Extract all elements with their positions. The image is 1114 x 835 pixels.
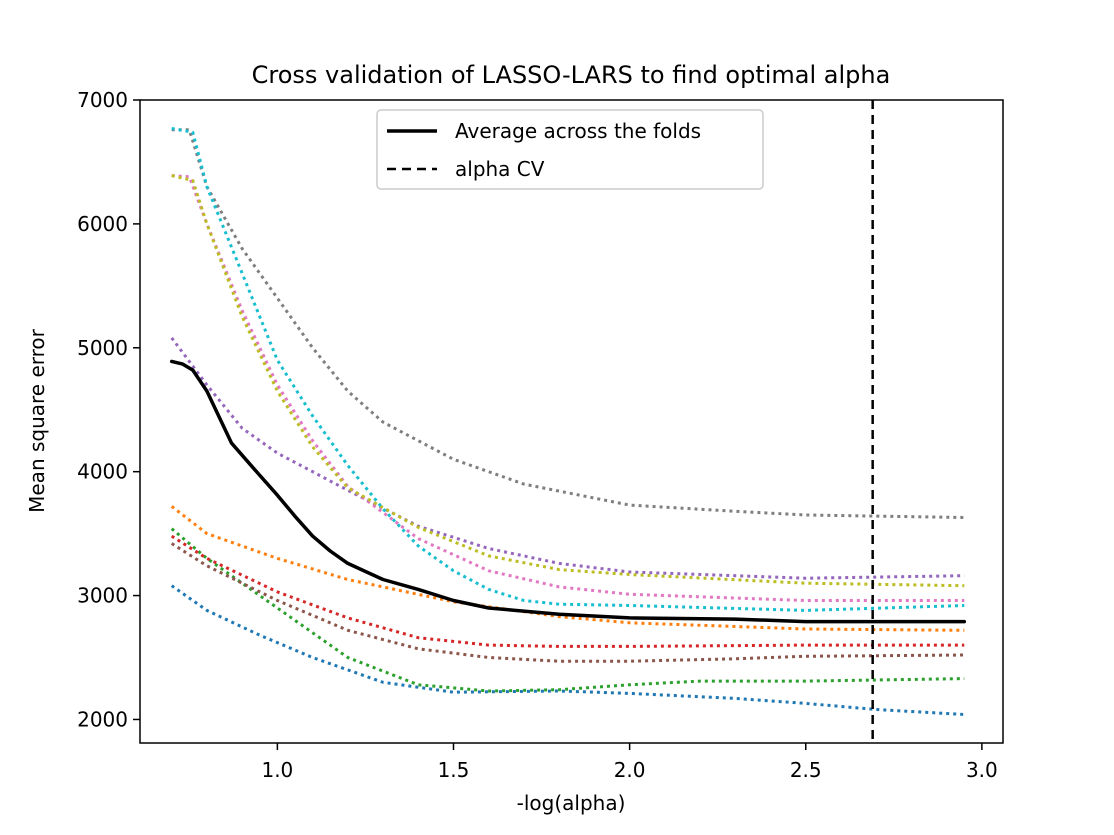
fold-line-5: [170, 337, 965, 580]
chart-title: Cross validation of LASSO-LARS to find o…: [252, 61, 891, 89]
y-tick-label: 2000: [77, 707, 128, 731]
x-tick-label: 1.5: [438, 758, 470, 782]
y-tick-label: 5000: [77, 336, 128, 360]
plot-frame: [139, 99, 1004, 744]
legend-average-label: Average across the folds: [455, 119, 701, 143]
y-axis-label: Mean square error: [25, 328, 49, 513]
fold-line-1: [170, 584, 965, 716]
y-tick-label: 3000: [77, 584, 128, 608]
y-axis-ticks: 2000 3000 4000 5000 6000 7000: [77, 88, 140, 731]
y-tick-label: 7000: [77, 88, 128, 112]
series-layer: [169, 127, 967, 716]
x-tick-label: 3.0: [966, 758, 998, 782]
fold-line-7: [171, 174, 965, 602]
x-tick-label: 2.5: [790, 758, 822, 782]
legend-box: [376, 109, 764, 190]
fold-line-10: [171, 127, 965, 612]
fold-line-3: [170, 527, 965, 693]
fold-line-4: [170, 534, 965, 648]
x-tick-label: 1.0: [261, 758, 293, 782]
legend-alpha-label: alpha CV: [455, 157, 545, 181]
average-folds-line: [169, 359, 967, 624]
x-tick-label: 2.0: [614, 758, 646, 782]
fold-line-2: [170, 505, 965, 632]
fold-line-6: [170, 542, 965, 663]
legend: Average across the folds alpha CV: [376, 109, 764, 190]
x-axis-label: -log(alpha): [517, 791, 626, 815]
x-axis-ticks: 1.0 1.5 2.0 2.5 3.0: [261, 743, 998, 782]
y-tick-label: 4000: [77, 460, 128, 484]
fold-line-8: [171, 128, 965, 519]
y-tick-label: 6000: [77, 212, 128, 236]
